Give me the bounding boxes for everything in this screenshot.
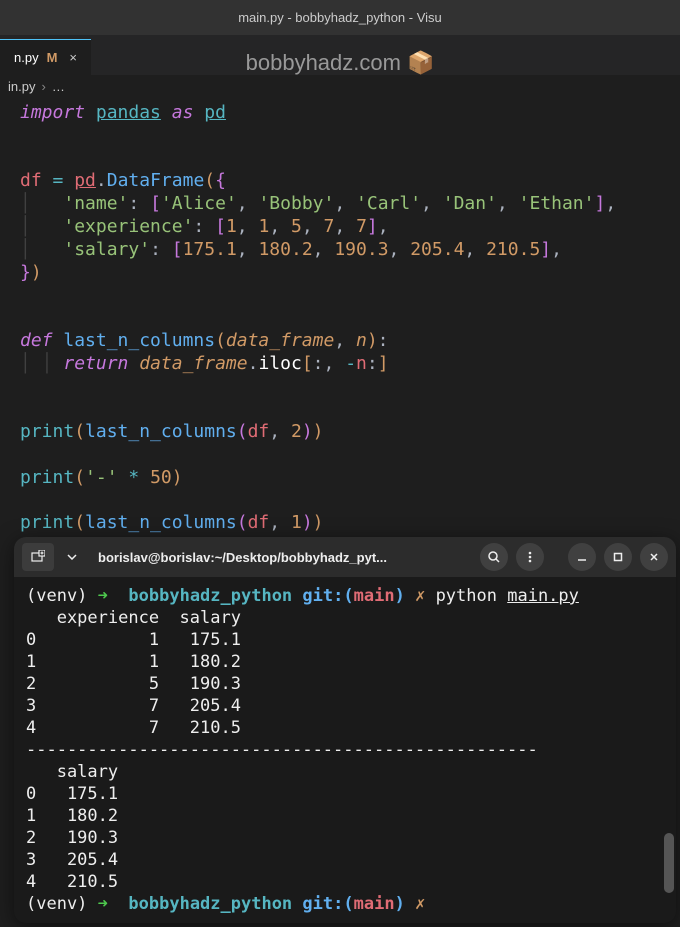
terminal-close-icon[interactable] bbox=[640, 543, 668, 571]
output-row: 1 180.2 bbox=[26, 806, 118, 826]
terminal-new-tab-icon[interactable] bbox=[22, 543, 54, 571]
key-experience: 'experience' bbox=[63, 216, 193, 237]
output-header1: experience salary bbox=[26, 608, 241, 628]
kw-return: return bbox=[63, 353, 128, 374]
prompt-git: git:( bbox=[302, 586, 353, 606]
tab-bar: n.py M × bbox=[0, 35, 680, 75]
output-row: 1 1 180.2 bbox=[26, 652, 241, 672]
breadcrumb-more: … bbox=[52, 79, 65, 94]
key-name: 'name' bbox=[63, 193, 128, 214]
prompt-dir: bobbyhadz_python bbox=[128, 586, 292, 606]
kw-as: as bbox=[172, 102, 194, 123]
var-df: df bbox=[20, 170, 42, 191]
terminal-header[interactable]: borislav@borislav:~/Desktop/bobbyhadz_py… bbox=[14, 537, 676, 577]
breadcrumb[interactable]: in.py › … bbox=[0, 75, 680, 98]
output-row: 4 210.5 bbox=[26, 872, 118, 892]
terminal-minimize-icon[interactable] bbox=[568, 543, 596, 571]
output-row: 2 190.3 bbox=[26, 828, 118, 848]
kw-import: import bbox=[20, 102, 85, 123]
terminal-title: borislav@borislav:~/Desktop/bobbyhadz_py… bbox=[90, 550, 472, 565]
output-row: 0 175.1 bbox=[26, 784, 118, 804]
terminal-window: borislav@borislav:~/Desktop/bobbyhadz_py… bbox=[14, 537, 676, 923]
key-salary: 'salary' bbox=[63, 239, 150, 260]
terminal-search-icon[interactable] bbox=[480, 543, 508, 571]
prompt-venv: (venv) bbox=[26, 586, 87, 606]
output-row: 3 7 205.4 bbox=[26, 696, 241, 716]
cmd-arg: main.py bbox=[507, 586, 579, 606]
output-row: 0 1 175.1 bbox=[26, 630, 241, 650]
editor-tab-main[interactable]: n.py M × bbox=[0, 39, 91, 75]
terminal-dropdown-icon[interactable] bbox=[62, 543, 82, 571]
kw-def: def bbox=[20, 330, 53, 351]
terminal-body[interactable]: (venv) ➜ bobbyhadz_python git:(main) ✗ p… bbox=[14, 577, 676, 923]
ref-pd: pd bbox=[74, 170, 96, 191]
terminal-scrollbar[interactable] bbox=[664, 833, 674, 893]
tab-filename: n.py bbox=[14, 50, 39, 65]
func-dataframe: DataFrame bbox=[107, 170, 205, 191]
output-divider: ----------------------------------------… bbox=[26, 740, 538, 760]
prompt-dirty: ✗ bbox=[415, 586, 425, 606]
func-def: last_n_columns bbox=[63, 330, 215, 351]
cmd-python: python bbox=[436, 586, 497, 606]
breadcrumb-separator: › bbox=[41, 79, 45, 94]
window-title-bar: main.py - bobbyhadz_python - Visu bbox=[0, 0, 680, 35]
code-editor[interactable]: import pandas as pd df = pd.DataFrame({ … bbox=[0, 98, 680, 539]
alias-pd: pd bbox=[204, 102, 226, 123]
output-row: 2 5 190.3 bbox=[26, 674, 241, 694]
output-header2: salary bbox=[26, 762, 118, 782]
mod-pandas: pandas bbox=[96, 102, 161, 123]
terminal-maximize-icon[interactable] bbox=[604, 543, 632, 571]
prompt-arrow: ➜ bbox=[98, 586, 108, 606]
output-row: 4 7 210.5 bbox=[26, 718, 241, 738]
tab-close-icon[interactable]: × bbox=[69, 50, 77, 65]
func-print: print bbox=[20, 421, 74, 442]
prompt-branch: main bbox=[354, 586, 395, 606]
tab-modified-indicator: M bbox=[47, 50, 58, 65]
output-row: 3 205.4 bbox=[26, 850, 118, 870]
terminal-menu-icon[interactable] bbox=[516, 543, 544, 571]
breadcrumb-file: in.py bbox=[8, 79, 35, 94]
window-title: main.py - bobbyhadz_python - Visu bbox=[238, 10, 442, 25]
